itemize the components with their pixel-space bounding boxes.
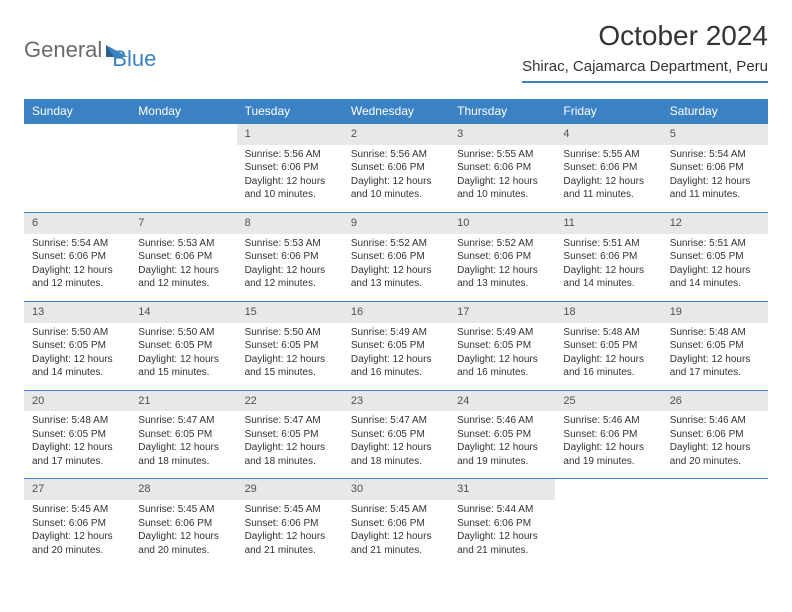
day-content-cell	[555, 500, 661, 567]
day-content-cell: Sunrise: 5:54 AMSunset: 6:06 PMDaylight:…	[662, 145, 768, 213]
day-number-cell: 18	[555, 301, 661, 322]
day-content-cell: Sunrise: 5:56 AMSunset: 6:06 PMDaylight:…	[343, 145, 449, 213]
calendar-body: 12345Sunrise: 5:56 AMSunset: 6:06 PMDayl…	[24, 124, 768, 568]
day-number-cell	[662, 479, 768, 500]
day-number-cell: 15	[237, 301, 343, 322]
day-content-cell: Sunrise: 5:44 AMSunset: 6:06 PMDaylight:…	[449, 500, 555, 567]
day-content-cell: Sunrise: 5:53 AMSunset: 6:06 PMDaylight:…	[130, 234, 236, 302]
day-header: Sunday	[24, 99, 130, 124]
calendar-table: SundayMondayTuesdayWednesdayThursdayFrid…	[24, 99, 768, 567]
month-title: October 2024	[522, 20, 768, 52]
day-content-cell: Sunrise: 5:51 AMSunset: 6:05 PMDaylight:…	[662, 234, 768, 302]
day-number-cell: 7	[130, 212, 236, 233]
day-content-row: Sunrise: 5:54 AMSunset: 6:06 PMDaylight:…	[24, 234, 768, 302]
location: Shirac, Cajamarca Department, Peru	[522, 58, 768, 83]
day-header-row: SundayMondayTuesdayWednesdayThursdayFrid…	[24, 99, 768, 124]
day-number-cell: 26	[662, 390, 768, 411]
day-content-cell: Sunrise: 5:46 AMSunset: 6:06 PMDaylight:…	[662, 411, 768, 479]
day-content-cell: Sunrise: 5:53 AMSunset: 6:06 PMDaylight:…	[237, 234, 343, 302]
logo: General Blue	[24, 28, 156, 72]
day-content-cell: Sunrise: 5:48 AMSunset: 6:05 PMDaylight:…	[662, 323, 768, 391]
day-content-cell: Sunrise: 5:50 AMSunset: 6:05 PMDaylight:…	[24, 323, 130, 391]
day-number-cell: 3	[449, 124, 555, 145]
day-content-cell: Sunrise: 5:50 AMSunset: 6:05 PMDaylight:…	[130, 323, 236, 391]
day-number-row: 6789101112	[24, 212, 768, 233]
header: General Blue October 2024 Shirac, Cajama…	[24, 20, 768, 83]
day-content-cell	[130, 145, 236, 213]
day-number-row: 2728293031	[24, 479, 768, 500]
day-content-cell: Sunrise: 5:55 AMSunset: 6:06 PMDaylight:…	[555, 145, 661, 213]
day-content-cell: Sunrise: 5:50 AMSunset: 6:05 PMDaylight:…	[237, 323, 343, 391]
day-content-row: Sunrise: 5:48 AMSunset: 6:05 PMDaylight:…	[24, 411, 768, 479]
day-content-cell: Sunrise: 5:48 AMSunset: 6:05 PMDaylight:…	[24, 411, 130, 479]
day-content-cell	[662, 500, 768, 567]
day-content-cell: Sunrise: 5:49 AMSunset: 6:05 PMDaylight:…	[343, 323, 449, 391]
day-number-cell: 14	[130, 301, 236, 322]
day-content-cell: Sunrise: 5:52 AMSunset: 6:06 PMDaylight:…	[343, 234, 449, 302]
title-block: October 2024 Shirac, Cajamarca Departmen…	[522, 20, 768, 83]
day-number-cell: 22	[237, 390, 343, 411]
day-content-cell: Sunrise: 5:45 AMSunset: 6:06 PMDaylight:…	[130, 500, 236, 567]
day-number-cell: 20	[24, 390, 130, 411]
day-content-row: Sunrise: 5:56 AMSunset: 6:06 PMDaylight:…	[24, 145, 768, 213]
day-header: Wednesday	[343, 99, 449, 124]
day-number-cell: 28	[130, 479, 236, 500]
day-number-cell: 5	[662, 124, 768, 145]
day-number-cell	[130, 124, 236, 145]
day-header: Tuesday	[237, 99, 343, 124]
day-number-cell: 12	[662, 212, 768, 233]
day-content-cell: Sunrise: 5:49 AMSunset: 6:05 PMDaylight:…	[449, 323, 555, 391]
day-number-cell: 31	[449, 479, 555, 500]
day-content-cell: Sunrise: 5:45 AMSunset: 6:06 PMDaylight:…	[24, 500, 130, 567]
day-number-cell: 11	[555, 212, 661, 233]
day-content-cell: Sunrise: 5:54 AMSunset: 6:06 PMDaylight:…	[24, 234, 130, 302]
day-number-cell: 25	[555, 390, 661, 411]
day-number-cell: 13	[24, 301, 130, 322]
day-number-cell: 16	[343, 301, 449, 322]
day-number-cell: 6	[24, 212, 130, 233]
day-content-row: Sunrise: 5:45 AMSunset: 6:06 PMDaylight:…	[24, 500, 768, 567]
day-number-row: 12345	[24, 124, 768, 145]
day-number-cell: 24	[449, 390, 555, 411]
day-content-cell: Sunrise: 5:46 AMSunset: 6:06 PMDaylight:…	[555, 411, 661, 479]
day-content-cell: Sunrise: 5:45 AMSunset: 6:06 PMDaylight:…	[237, 500, 343, 567]
day-number-cell: 17	[449, 301, 555, 322]
day-number-cell: 29	[237, 479, 343, 500]
day-number-cell: 30	[343, 479, 449, 500]
day-content-cell: Sunrise: 5:47 AMSunset: 6:05 PMDaylight:…	[237, 411, 343, 479]
day-number-cell: 9	[343, 212, 449, 233]
day-header: Monday	[130, 99, 236, 124]
day-number-cell: 4	[555, 124, 661, 145]
day-number-row: 20212223242526	[24, 390, 768, 411]
day-content-cell	[24, 145, 130, 213]
day-content-cell: Sunrise: 5:48 AMSunset: 6:05 PMDaylight:…	[555, 323, 661, 391]
day-number-row: 13141516171819	[24, 301, 768, 322]
day-content-cell: Sunrise: 5:52 AMSunset: 6:06 PMDaylight:…	[449, 234, 555, 302]
day-number-cell	[555, 479, 661, 500]
day-number-cell: 1	[237, 124, 343, 145]
day-number-cell: 8	[237, 212, 343, 233]
day-number-cell: 21	[130, 390, 236, 411]
day-content-cell: Sunrise: 5:46 AMSunset: 6:05 PMDaylight:…	[449, 411, 555, 479]
day-content-cell: Sunrise: 5:47 AMSunset: 6:05 PMDaylight:…	[343, 411, 449, 479]
day-content-cell: Sunrise: 5:45 AMSunset: 6:06 PMDaylight:…	[343, 500, 449, 567]
day-content-cell: Sunrise: 5:56 AMSunset: 6:06 PMDaylight:…	[237, 145, 343, 213]
logo-text-general: General	[24, 37, 102, 63]
day-number-cell: 2	[343, 124, 449, 145]
day-number-cell: 10	[449, 212, 555, 233]
day-header: Thursday	[449, 99, 555, 124]
day-number-cell: 19	[662, 301, 768, 322]
day-number-cell: 27	[24, 479, 130, 500]
day-header: Saturday	[662, 99, 768, 124]
day-number-cell: 23	[343, 390, 449, 411]
day-header: Friday	[555, 99, 661, 124]
day-content-row: Sunrise: 5:50 AMSunset: 6:05 PMDaylight:…	[24, 323, 768, 391]
day-content-cell: Sunrise: 5:47 AMSunset: 6:05 PMDaylight:…	[130, 411, 236, 479]
day-content-cell: Sunrise: 5:51 AMSunset: 6:06 PMDaylight:…	[555, 234, 661, 302]
logo-text-blue: Blue	[112, 46, 156, 72]
day-number-cell	[24, 124, 130, 145]
day-content-cell: Sunrise: 5:55 AMSunset: 6:06 PMDaylight:…	[449, 145, 555, 213]
